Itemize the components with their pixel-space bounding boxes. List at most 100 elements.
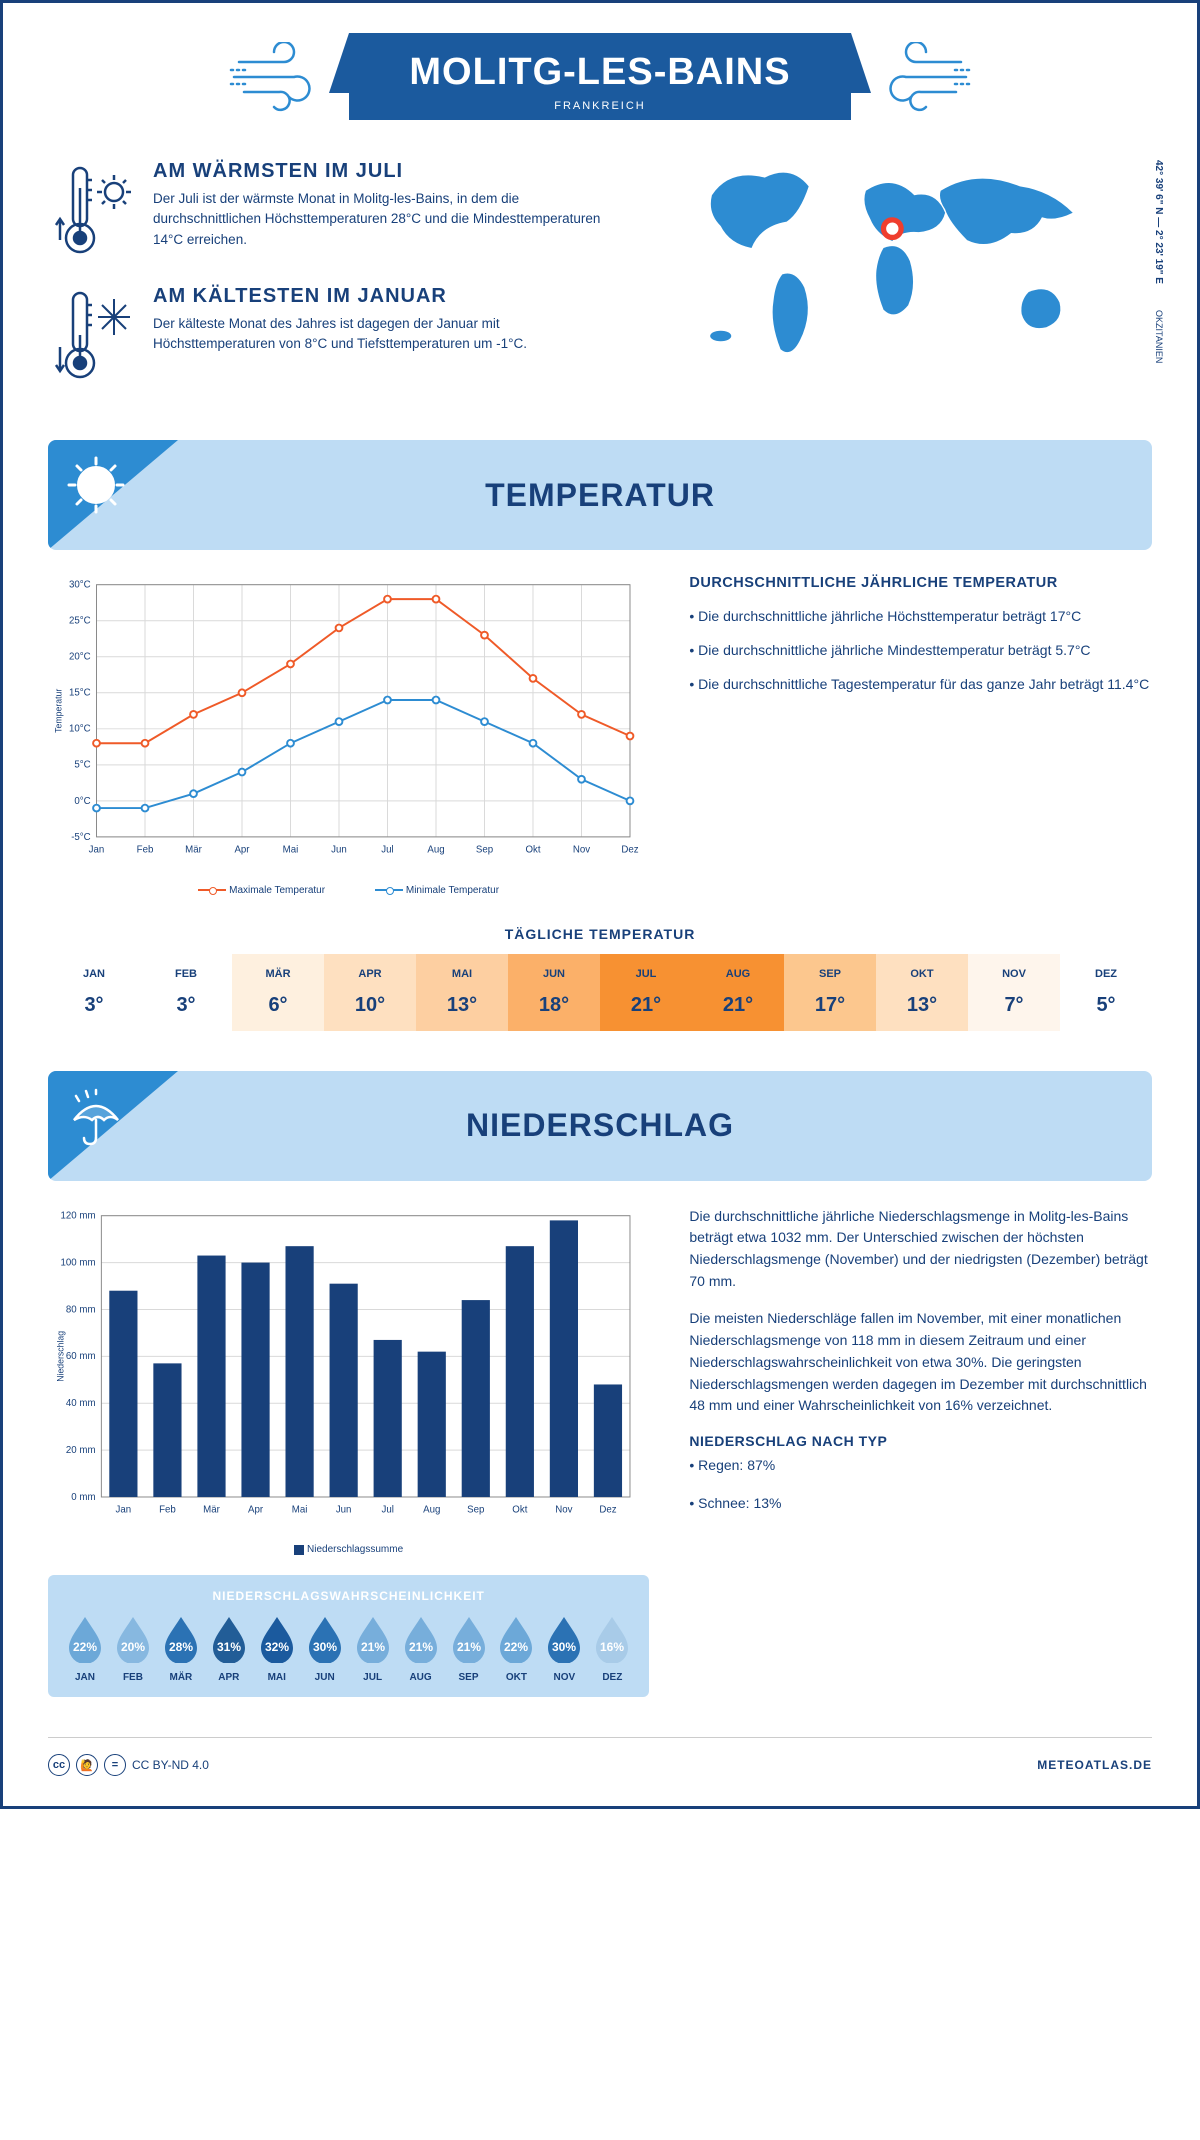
precip-type-line: • Regen: 87% — [689, 1455, 1152, 1477]
site-name: METEOATLAS.DE — [1037, 1758, 1152, 1772]
svg-text:80 mm: 80 mm — [66, 1304, 96, 1315]
daily-cell: SEP17° — [784, 954, 876, 1031]
probability-drop: 28%MÄR — [160, 1615, 202, 1683]
temperature-body: -5°C0°C5°C10°C15°C20°C25°C30°CJanFebMärA… — [48, 575, 1152, 896]
coldest-text: AM KÄLTESTEN IM JANUAR Der kälteste Mona… — [153, 285, 611, 385]
probability-drop: 16%DEZ — [591, 1615, 633, 1683]
daily-cell: AUG21° — [692, 954, 784, 1031]
svg-text:20 mm: 20 mm — [66, 1445, 96, 1456]
precipitation-body: 0 mm20 mm40 mm60 mm80 mm100 mm120 mmJanF… — [48, 1206, 1152, 1698]
svg-text:Sep: Sep — [476, 844, 493, 855]
precipitation-right: Die durchschnittliche jährliche Niedersc… — [689, 1206, 1152, 1698]
svg-text:Temperatur: Temperatur — [54, 689, 64, 733]
svg-text:25°C: 25°C — [69, 616, 91, 627]
cc-icon: cc — [48, 1754, 70, 1776]
thermometer-hot-icon — [48, 160, 138, 260]
intro-section: AM WÄRMSTEN IM JULI Der Juli ist der wär… — [48, 160, 1152, 410]
intro-left: AM WÄRMSTEN IM JULI Der Juli ist der wär… — [48, 160, 611, 410]
svg-text:60 mm: 60 mm — [66, 1351, 96, 1362]
svg-text:Jun: Jun — [331, 844, 347, 855]
probability-drop: 30%JUN — [304, 1615, 346, 1683]
svg-text:20°C: 20°C — [69, 652, 91, 663]
sun-icon — [66, 455, 126, 515]
daily-cell: MÄR6° — [232, 954, 324, 1031]
footer: cc 🙋 = CC BY-ND 4.0 METEOATLAS.DE — [48, 1737, 1152, 1776]
svg-text:10°C: 10°C — [69, 724, 91, 735]
svg-text:100 mm: 100 mm — [61, 1257, 96, 1268]
probability-drop: 20%FEB — [112, 1615, 154, 1683]
probability-drop: 32%MAI — [256, 1615, 298, 1683]
city-title: MOLITG-LES-BAINS — [409, 51, 790, 94]
temperature-chart-svg: -5°C0°C5°C10°C15°C20°C25°C30°CJanFebMärA… — [48, 575, 649, 876]
svg-text:Dez: Dez — [599, 1504, 616, 1515]
intro-right: 42° 39' 6" N — 2° 23' 19" E OKZITANIEN — [641, 160, 1152, 410]
svg-text:31%: 31% — [217, 1640, 241, 1654]
svg-text:Nov: Nov — [573, 844, 590, 855]
probability-drop: 21%SEP — [448, 1615, 490, 1683]
probability-drop: 21%AUG — [400, 1615, 442, 1683]
infographic-page: MOLITG-LES-BAINS FRANKREICH — [0, 0, 1200, 1809]
svg-text:Jan: Jan — [116, 1504, 132, 1515]
region-label: OKZITANIEN — [1154, 310, 1164, 363]
probability-box: NIEDERSCHLAGSWAHRSCHEINLICHKEIT 22%JAN20… — [48, 1575, 649, 1697]
svg-text:21%: 21% — [456, 1640, 480, 1654]
daily-cell: JUN18° — [508, 954, 600, 1031]
svg-text:21%: 21% — [361, 1640, 385, 1654]
hottest-text: AM WÄRMSTEN IM JULI Der Juli ist der wär… — [153, 160, 611, 260]
hottest-title: AM WÄRMSTEN IM JULI — [153, 160, 611, 183]
country-subtitle: FRANKREICH — [409, 100, 790, 112]
precipitation-left: 0 mm20 mm40 mm60 mm80 mm100 mm120 mmJanF… — [48, 1206, 649, 1698]
title-banner: MOLITG-LES-BAINS FRANKREICH — [349, 33, 850, 120]
svg-text:30%: 30% — [552, 1640, 576, 1654]
world-map — [641, 160, 1152, 380]
daily-cell: JAN3° — [48, 954, 140, 1031]
header: MOLITG-LES-BAINS FRANKREICH — [48, 33, 1152, 120]
svg-text:Feb: Feb — [137, 844, 154, 855]
precipitation-chart-svg: 0 mm20 mm40 mm60 mm80 mm100 mm120 mmJanF… — [48, 1206, 649, 1536]
svg-text:22%: 22% — [73, 1640, 97, 1654]
legend-max: Maximale Temperatur — [198, 885, 325, 896]
temp-info-line: • Die durchschnittliche jährliche Mindes… — [689, 639, 1152, 663]
temperature-info: DURCHSCHNITTLICHE JÄHRLICHE TEMPERATUR •… — [689, 575, 1152, 896]
svg-text:Aug: Aug — [427, 844, 444, 855]
hottest-block: AM WÄRMSTEN IM JULI Der Juli ist der wär… — [48, 160, 611, 260]
license-text: CC BY-ND 4.0 — [132, 1758, 209, 1772]
temperature-banner: TEMPERATUR — [48, 440, 1152, 550]
precip-text-1: Die durchschnittliche jährliche Niedersc… — [689, 1206, 1152, 1293]
legend-min: Minimale Temperatur — [375, 885, 499, 896]
svg-text:40 mm: 40 mm — [66, 1398, 96, 1409]
daily-cell: DEZ5° — [1060, 954, 1152, 1031]
nd-icon: = — [104, 1754, 126, 1776]
coldest-block: AM KÄLTESTEN IM JANUAR Der kälteste Mona… — [48, 285, 611, 385]
probability-drop: 22%JAN — [64, 1615, 106, 1683]
svg-text:0 mm: 0 mm — [71, 1492, 95, 1503]
hottest-body: Der Juli ist der wärmste Monat in Molitg… — [153, 189, 611, 250]
daily-grid: JAN3°FEB3°MÄR6°APR10°MAI13°JUN18°JUL21°A… — [48, 954, 1152, 1031]
svg-text:-5°C: -5°C — [71, 832, 90, 843]
svg-text:30°C: 30°C — [69, 580, 91, 591]
svg-text:Mai: Mai — [283, 844, 299, 855]
temp-info-line: • Die durchschnittliche Tagestemperatur … — [689, 673, 1152, 697]
svg-text:21%: 21% — [409, 1640, 433, 1654]
svg-text:0°C: 0°C — [74, 796, 90, 807]
svg-text:Okt: Okt — [512, 1504, 527, 1515]
svg-text:Apr: Apr — [248, 1504, 264, 1515]
daily-cell: FEB3° — [140, 954, 232, 1031]
svg-text:32%: 32% — [265, 1640, 289, 1654]
svg-text:Dez: Dez — [621, 844, 638, 855]
svg-text:Nov: Nov — [555, 1504, 572, 1515]
daily-cell: APR10° — [324, 954, 416, 1031]
coldest-title: AM KÄLTESTEN IM JANUAR — [153, 285, 611, 308]
coordinates: 42° 39' 6" N — 2° 23' 19" E — [1153, 160, 1164, 284]
svg-text:Mär: Mär — [185, 844, 202, 855]
svg-text:Apr: Apr — [234, 844, 250, 855]
svg-text:Okt: Okt — [525, 844, 540, 855]
daily-cell: NOV7° — [968, 954, 1060, 1031]
svg-text:Jul: Jul — [381, 844, 393, 855]
probability-drop: 22%OKT — [495, 1615, 537, 1683]
daily-temperature: TÄGLICHE TEMPERATUR JAN3°FEB3°MÄR6°APR10… — [48, 926, 1152, 1031]
umbrella-icon — [66, 1086, 126, 1146]
svg-text:Aug: Aug — [423, 1504, 440, 1515]
probability-drop: 21%JUL — [352, 1615, 394, 1683]
probability-drop: 31%APR — [208, 1615, 250, 1683]
